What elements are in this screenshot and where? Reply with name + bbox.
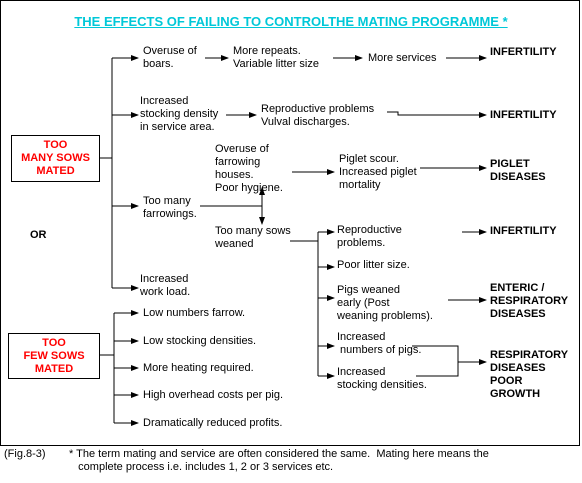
or-label: OR xyxy=(30,229,47,241)
reduced-profits: Dramatically reduced profits. xyxy=(143,417,283,429)
footnote: * The term mating and service are often … xyxy=(69,448,489,473)
infertility-2: INFERTILITY xyxy=(490,109,557,121)
diagram-frame xyxy=(0,0,580,446)
high-overhead-costs: High overhead costs per pig. xyxy=(143,389,284,401)
too-many-sows-label: TOO MANY SOWS MATED xyxy=(21,139,90,177)
more-services: More services xyxy=(368,52,437,64)
pigs-weaned-early: Pigs weaned early (Post weaning problems… xyxy=(337,284,433,322)
too-many-farrowings: Too many farrowings. xyxy=(143,195,197,220)
figure-label: (Fig.8-3) xyxy=(4,448,46,460)
bracket-increased xyxy=(412,345,459,377)
poor-litter-size: Poor litter size. xyxy=(337,259,410,271)
piglet-diseases: PIGLET DISEASES xyxy=(490,158,546,183)
piglet-scour: Piglet scour. Increased piglet mortality xyxy=(339,153,417,191)
too-many-sows-box: TOO MANY SOWS MATED xyxy=(11,135,100,182)
stocking-density: Increased stocking density in service ar… xyxy=(140,95,219,133)
repro-problems-2: Reproductive problems. xyxy=(337,224,402,249)
enteric-respiratory-diseases: ENTERIC / RESPIRATORY DISEASES xyxy=(490,282,569,320)
infertility-1: INFERTILITY xyxy=(490,46,557,58)
diagram-title: THE EFFECTS OF FAILING TO CONTROLTHE MAT… xyxy=(74,14,508,29)
respiratory-poor-growth: RESPIRATORY DISEASES POOR GROWTH xyxy=(490,349,569,400)
infertility-3: INFERTILITY xyxy=(490,225,557,237)
low-stocking-densities: Low stocking densities. xyxy=(143,335,257,347)
too-few-sows-label: TOO FEW SOWS MATED xyxy=(23,337,85,375)
more-repeats: More repeats. Variable litter size xyxy=(233,45,319,70)
repro-problems: Reproductive problems Vulval discharges. xyxy=(261,103,375,128)
too-many-weaned: Too many sows weaned xyxy=(215,225,291,250)
overuse-boars: Overuse of boars. xyxy=(143,45,197,70)
increased-numbers-of-pigs: Increased numbers of pigs. xyxy=(337,331,422,356)
increased-work-load: Increased work load. xyxy=(140,273,191,298)
more-heating-required: More heating required. xyxy=(143,362,254,374)
increased-stocking-densities: Increased stocking densities. xyxy=(337,366,427,391)
overuse-farrowing: Overuse of farrowing houses. Poor hygien… xyxy=(215,143,283,194)
low-numbers-farrow: Low numbers farrow. xyxy=(143,307,246,319)
too-few-sows-box: TOO FEW SOWS MATED xyxy=(8,333,100,379)
arrow-infertility-2 xyxy=(387,111,487,118)
